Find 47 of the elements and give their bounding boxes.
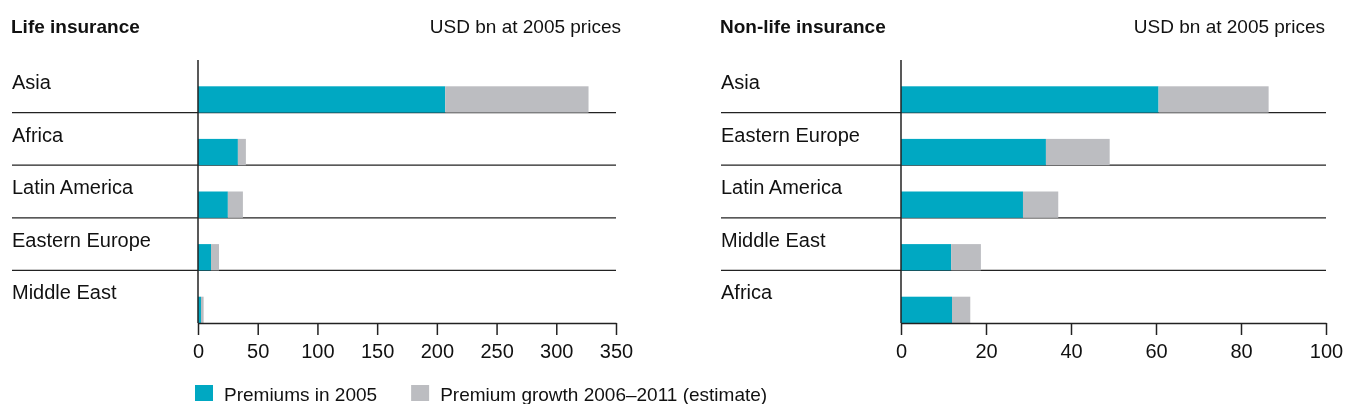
y-tick-label: Asia — [12, 70, 52, 93]
x-tick-label: 0 — [192, 340, 205, 362]
bar — [227, 191, 243, 218]
y-tick-label: Asia — [721, 70, 761, 93]
x-tick-label: 20 — [975, 340, 998, 362]
y-tick-label: Eastern Europe — [12, 228, 151, 251]
bar — [1158, 86, 1269, 113]
bar — [901, 86, 1159, 113]
x-tick-label: 150 — [360, 340, 395, 362]
x-tick-label: 200 — [420, 340, 455, 362]
y-tick-label: Eastern Europe — [721, 123, 860, 146]
x-tick-label: 40 — [1060, 340, 1083, 362]
bar — [211, 244, 220, 271]
bar — [198, 244, 212, 271]
bar — [1022, 191, 1059, 218]
bar — [198, 138, 238, 166]
y-tick-label: Middle East — [721, 228, 826, 251]
x-tick-label: 300 — [540, 340, 574, 362]
chart-title: Non-life insurance — [720, 16, 886, 37]
y-tick-label: Africa — [721, 281, 773, 304]
x-tick-label: 100 — [301, 340, 335, 362]
bar — [1045, 138, 1110, 166]
bar — [952, 296, 971, 323]
y-tick-label: Latin America — [12, 176, 135, 199]
chart-title: Life insurance — [11, 16, 140, 37]
bar — [901, 244, 952, 271]
bar — [951, 244, 981, 271]
y-tick-label: Middle East — [12, 281, 117, 304]
x-tick-label: 250 — [480, 340, 514, 362]
legend-label: Premiums in 2005 — [224, 384, 378, 404]
bar — [198, 86, 446, 113]
bar — [198, 191, 228, 218]
bar — [901, 138, 1046, 166]
bar — [901, 191, 1023, 218]
chart-subtitle: USD bn at 2005 prices — [1133, 16, 1325, 37]
y-tick-label: Latin America — [721, 176, 844, 199]
bar — [237, 138, 246, 166]
x-tick-label: 50 — [247, 340, 270, 362]
x-tick-label: 350 — [599, 340, 634, 362]
chart-subtitle: USD bn at 2005 prices — [429, 16, 621, 37]
bar — [445, 86, 589, 113]
x-tick-label: 0 — [895, 340, 908, 362]
x-tick-label: 60 — [1145, 340, 1168, 362]
y-tick-label: Africa — [12, 123, 64, 146]
bar — [901, 296, 952, 323]
x-tick-label: 80 — [1230, 340, 1253, 362]
x-tick-label: 100 — [1309, 340, 1344, 362]
